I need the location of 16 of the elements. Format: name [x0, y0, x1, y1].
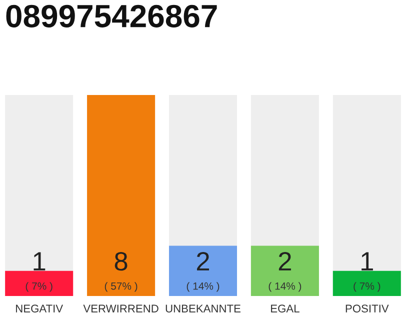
annotation: ( 7% ) [354, 282, 380, 292]
annotation: ( 14% ) [186, 282, 220, 292]
data-label: 1 [34, 252, 46, 270]
annotation: ( 14% ) [268, 282, 302, 292]
x-tick-label: NEGATIV [16, 304, 64, 312]
chart-title: 089975426867 [6, 4, 217, 28]
data-label: 2 [278, 252, 291, 270]
data-label: 1 [362, 252, 373, 270]
x-tick-label: EGAL [271, 304, 300, 312]
annotation: ( 7% ) [26, 282, 52, 292]
data-label: 8 [114, 252, 128, 271]
x-tick-label: VERWIRREND [83, 304, 158, 312]
data-label: 2 [196, 252, 210, 270]
annotation: ( 57% ) [104, 282, 138, 292]
x-tick-label: UNBEKANNTE [166, 304, 240, 312]
x-tick-label: POSITIV [346, 304, 389, 312]
